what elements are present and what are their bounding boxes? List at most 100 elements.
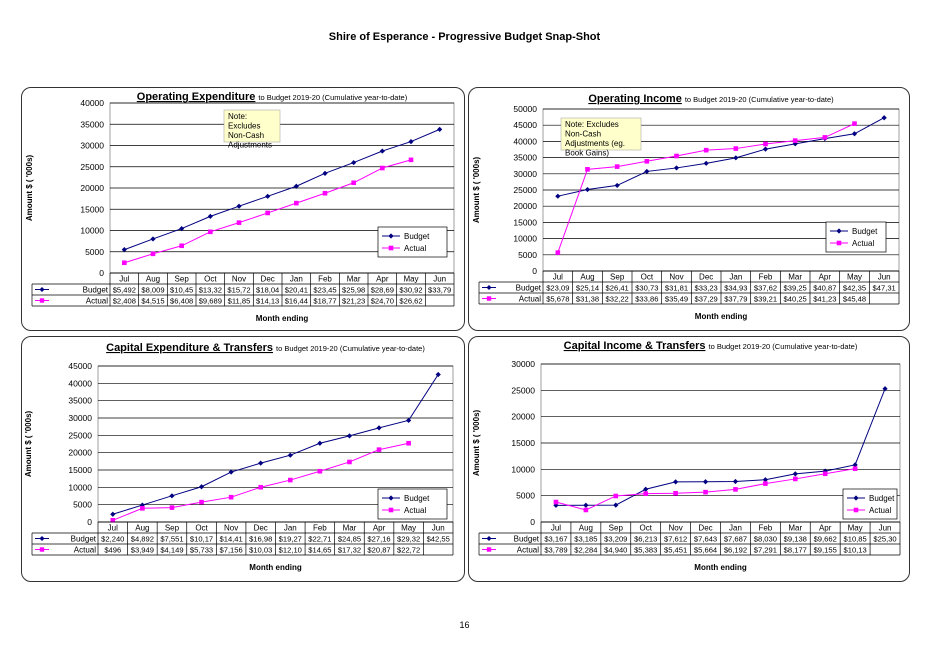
data-point-budget [435,371,441,378]
table-cell-value: $4,515 [141,297,164,306]
data-point-actual [733,487,738,492]
data-point-actual [822,135,828,140]
table-cell-value: $30,92 [399,286,422,295]
data-point-budget [673,165,680,171]
table-cell-value: $42,35 [843,284,866,293]
table-cell-value: $14,13 [256,297,279,306]
page-number: 16 [459,620,470,630]
chart-title: Capital Income & Transfers to Budget 2019… [564,340,858,352]
y-tick-label: 25000 [80,162,104,172]
table-legend-key-marker [486,536,492,541]
data-point-actual [555,250,561,255]
table-cell-value: $31,81 [665,284,688,293]
table-cell-value: $40,25 [784,295,807,304]
capital-expenditure-chart: Capital Expenditure & Transfers to Budget… [24,342,454,572]
chart-title: Operating Expenditure to Budget 2019-20 (… [137,91,408,103]
y-tick-label: 20000 [68,448,92,458]
data-point-budget [792,141,798,147]
y-tick-label: 35000 [513,153,537,163]
note-text-line: Excludes [228,122,260,131]
note-text-line: Note: Excludes [565,120,619,129]
y-tick-label: 30000 [68,413,92,423]
data-point-budget [198,484,205,490]
x-tick-label: Oct [641,273,654,282]
table-cell-value: $2,408 [113,297,136,306]
table-cell-value: $25,30 [873,535,896,544]
y-tick-label: 25000 [511,385,535,395]
table-cell-value: $41,23 [813,295,836,304]
data-point-budget [733,155,739,161]
data-point-budget [351,159,357,166]
data-point-actual [613,493,619,499]
note-text-line: Note: [228,112,247,121]
note-box [560,117,642,151]
table-cell-value: $10,85 [844,535,867,544]
table-cell-value: $6,192 [724,546,747,555]
data-point-actual [822,471,828,477]
y-tick-label: 0 [530,517,535,527]
table-cell-value: $23,09 [546,284,569,293]
y-tick-label: 30000 [80,141,104,151]
table-cell-value: $496 [104,546,121,555]
table-cell-value: $39,25 [784,284,807,293]
data-point-actual [228,494,234,500]
capital-expenditure-chart-panel: Capital Expenditure & Transfers to Budget… [21,336,465,582]
x-tick-label: Apr [373,524,386,533]
x-tick-label: Aug [146,275,160,284]
table-series-name: Budget [516,284,542,293]
legend-key-marker [836,228,842,234]
data-point-budget [703,160,709,166]
table-legend-key-marker [39,287,45,292]
table-cell-value: $9,138 [784,535,807,544]
data-point-budget [293,183,299,189]
x-tick-label: Feb [313,524,327,533]
y-tick-label: 40000 [68,378,92,388]
table-cell-value: $26,41 [606,284,629,293]
x-tick-label: Jan [729,273,742,282]
series-line-actual [112,442,409,521]
table-cell-value: $47,31 [873,284,896,293]
data-point-budget [150,236,156,242]
data-point-actual [380,165,385,171]
table-cell-value: $7,291 [754,546,777,555]
x-tick-label: Oct [195,524,208,533]
data-point-budget [702,479,709,485]
table-cell-value: $3,185 [574,535,597,544]
data-point-actual [322,190,328,196]
data-point-budget [406,417,412,423]
x-tick-label: Dec [699,273,713,282]
table-cell-value: $22,71 [308,535,331,544]
legend [842,488,898,520]
y-tick-label: 40000 [513,136,537,146]
table-cell-value: $14,41 [220,535,243,544]
page-title: Shire of Esperance - Progressive Budget … [328,31,601,43]
chart-title-main: Operating Income [588,93,682,105]
table-cell-value: $2,284 [574,546,597,555]
table-cell-value: $37,29 [695,295,718,304]
y-axis-label: Amount $ ( '000s) [472,409,481,476]
table-cell-value: $24,70 [371,297,394,306]
table-cell-value: $16,98 [249,535,272,544]
chart-title-sub: to Budget 2019-20 (Cumulative year-to-da… [708,342,857,351]
table-cell-value: $39,21 [754,295,777,304]
y-tick-label: 25000 [68,430,92,440]
legend [825,221,887,253]
y-tick-label: 5000 [518,250,537,260]
x-tick-label: Feb [758,524,772,533]
legend-key-marker [388,233,394,239]
x-tick-label: Oct [204,275,217,284]
table-cell-value: $2,240 [101,535,124,544]
table-cell-value: $31,38 [576,295,599,304]
data-point-budget [555,193,561,199]
data-point-budget [644,168,650,175]
data-point-actual [169,505,175,510]
x-tick-label: Jan [284,524,297,533]
x-tick-label: Feb [759,273,773,282]
legend-key-marker [388,245,394,251]
data-point-actual [122,260,127,266]
chart-title-main: Capital Income & Transfers [564,340,706,352]
table-series-name: Budget [71,535,97,544]
series-line-budget [557,117,885,197]
chart-title-main: Operating Expenditure [137,91,256,103]
x-tick-label: Dec [698,524,712,533]
